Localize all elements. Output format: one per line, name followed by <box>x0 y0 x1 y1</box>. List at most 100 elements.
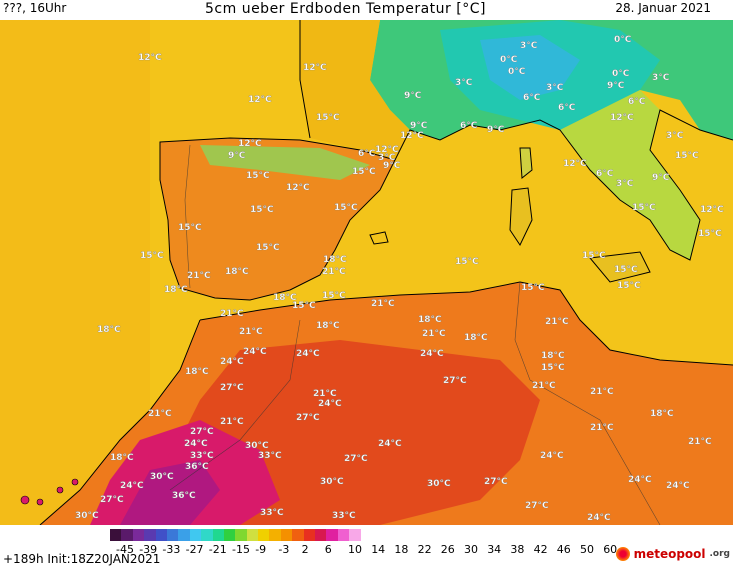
temperature-label: 30°C <box>245 441 269 451</box>
temperature-label: 12°C <box>303 63 327 73</box>
temperature-label: 21°C <box>688 437 712 447</box>
temperature-label: 15°C <box>256 243 280 253</box>
italy-land <box>560 90 700 260</box>
temperature-label: 15°C <box>675 151 699 161</box>
color-scale-swatch <box>166 529 179 541</box>
temperature-labels: 12°C12°C12°C15°C12°C9°C15°C12°C15°C 15°C1… <box>75 35 724 523</box>
temperature-label: 6°C <box>596 169 614 179</box>
color-scale-swatch <box>280 529 293 541</box>
canary-island <box>20 495 30 505</box>
temperature-label: 3°C <box>616 179 634 189</box>
temperature-label: 15°C <box>521 283 545 293</box>
iberia-coast <box>159 137 396 301</box>
logo-text: meteopool <box>633 547 706 561</box>
color-scale-tick: 50 <box>580 543 594 556</box>
color-scale-swatch <box>315 529 327 541</box>
temperature-label: 15°C <box>632 203 656 213</box>
africa-west-coast <box>39 319 201 525</box>
temperature-label: 15°C <box>140 251 164 261</box>
temperature-label: 15°C <box>292 301 316 311</box>
temperature-label: 24°C <box>220 357 244 367</box>
color-scale-tick: 42 <box>533 543 548 556</box>
temperature-label: 9°C <box>410 121 428 131</box>
temperature-label: 15°C <box>334 203 358 213</box>
temperature-label: 21°C <box>590 387 614 397</box>
sicily <box>590 252 650 282</box>
temperature-label: 18°C <box>225 267 249 277</box>
color-scale-swatch <box>212 529 224 541</box>
temperature-label: 27°C <box>190 427 214 437</box>
temperature-label: 18°C <box>316 321 340 331</box>
temperature-label: 3°C <box>455 78 473 88</box>
color-scale-swatch <box>132 529 145 541</box>
temperature-label: 6°C <box>460 121 478 131</box>
temperature-label: 21°C <box>313 389 337 399</box>
color-scale-tick: 46 <box>556 543 571 556</box>
temperature-label: 18°C <box>418 315 442 325</box>
temperature-label: 18°C <box>464 333 488 343</box>
temperature-label: 21°C <box>590 423 614 433</box>
temperature-label: 9°C <box>228 151 246 161</box>
europe-south-coast <box>394 109 733 261</box>
color-scale-tick: -15 <box>232 543 250 556</box>
temperature-label: 30°C <box>320 477 344 487</box>
temperature-label: 12°C <box>238 139 262 149</box>
temperature-label: 27°C <box>100 495 124 505</box>
color-scale-tick: 30 <box>464 543 478 556</box>
temperature-label: 30°C <box>150 472 174 482</box>
temperature-label: 18°C <box>110 453 134 463</box>
temperature-label: 21°C <box>148 409 172 419</box>
corsica-coast <box>519 147 533 179</box>
temperature-label: 24°C <box>184 439 208 449</box>
temperature-label: 27°C <box>344 454 368 464</box>
temperature-label: 24°C <box>378 439 402 449</box>
map-header: ???, 16Uhr 5cm ueber Erdboden Temperatur… <box>0 0 733 20</box>
temperature-label: 21°C <box>322 267 346 277</box>
temperature-label: 12°C <box>400 131 424 141</box>
temperature-label: 15°C <box>352 167 376 177</box>
temperature-label: 15°C <box>614 265 638 275</box>
temperature-label: 24°C <box>120 481 144 491</box>
logo-icon <box>615 547 630 561</box>
temperature-label: 24°C <box>243 347 267 357</box>
border-libya <box>529 379 661 525</box>
temperature-label: 0°C <box>508 67 526 77</box>
temperature-label: 21°C <box>220 417 244 427</box>
sahara-extreme-core <box>120 460 220 525</box>
temperature-label: 21°C <box>187 271 211 281</box>
temperature-label: 30°C <box>427 479 451 489</box>
color-scale-tick: -39 <box>139 543 158 556</box>
temperature-label: 6°C <box>523 93 541 103</box>
temperature-label: 15°C <box>617 281 641 291</box>
temperature-label: 33°C <box>332 511 356 521</box>
temperature-label: 6°C <box>558 103 576 113</box>
temperature-label: 33°C <box>190 451 214 461</box>
color-scale-swatch <box>303 529 316 541</box>
color-scale-swatch <box>235 529 247 541</box>
color-scale-swatch <box>201 529 213 541</box>
color-scale-swatch <box>246 529 259 541</box>
temperature-label: 36°C <box>172 491 196 501</box>
map-title: 5cm ueber Erdboden Temperatur [°C] <box>205 1 486 17</box>
temperature-label: 18°C <box>185 367 209 377</box>
temperature-label: 18°C <box>164 285 188 295</box>
temperature-label: 24°C <box>420 349 444 359</box>
temperature-label: 6°C <box>628 97 646 107</box>
temperature-label: 21°C <box>220 309 244 319</box>
forecast-time-label: ???, 16Uhr <box>3 1 67 15</box>
iberia-mountains <box>200 145 370 180</box>
temperature-label: 15°C <box>322 291 346 301</box>
color-scale-swatch <box>292 529 304 541</box>
france-coast <box>299 20 311 139</box>
temperature-label: 33°C <box>258 451 282 461</box>
color-scale-tick: -33 <box>162 543 181 556</box>
color-scale-swatch <box>178 529 190 541</box>
temperature-label: 18°C <box>273 293 297 303</box>
forecast-date: 28. Januar 2021 <box>615 1 711 15</box>
temperature-label: 24°C <box>666 481 690 491</box>
balearic-islands <box>369 231 389 245</box>
temperature-label: 27°C <box>484 477 508 487</box>
color-scale-swatch <box>258 529 270 541</box>
temperature-label: 9°C <box>383 161 401 171</box>
canary-island <box>71 478 79 486</box>
